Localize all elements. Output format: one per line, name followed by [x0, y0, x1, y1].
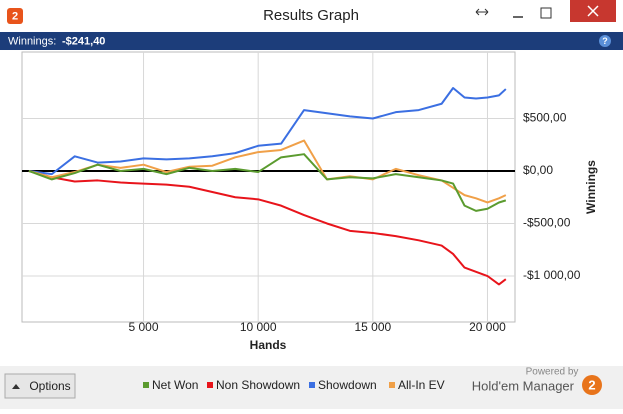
legend: Net Won Non Showdown Showdown All-In EV	[143, 378, 445, 392]
app-icon	[7, 8, 23, 24]
x-tick-label: 20 000	[469, 320, 506, 334]
window-title: Results Graph	[263, 7, 359, 24]
x-axis-title: Hands	[250, 338, 287, 352]
brand-logo	[582, 375, 602, 395]
help-icon[interactable]	[599, 35, 611, 47]
y-tick-label: -$1 000,00	[523, 268, 581, 282]
plot-area	[21, 51, 516, 323]
resize-button[interactable]	[475, 8, 489, 16]
series-line	[28, 87, 507, 176]
x-tick-label: 5 000	[129, 320, 159, 334]
help-text: ?	[602, 36, 608, 46]
y-tick-label: $500,00	[523, 111, 567, 125]
header-value: -$241,40	[62, 35, 105, 47]
header-label: Winnings:	[8, 35, 56, 47]
series-line	[28, 170, 507, 286]
brand-logo-text: 2	[588, 377, 595, 392]
x-tick-label: 10 000	[240, 320, 277, 334]
y-axis-title: Winnings	[584, 160, 598, 214]
powered-by: Powered by	[526, 367, 579, 378]
app-icon-text: 2	[12, 10, 18, 22]
options-button[interactable]	[4, 373, 76, 399]
legend-swatch	[207, 382, 213, 388]
title-bar	[0, 0, 623, 32]
y-tick-label: $0,00	[523, 163, 553, 177]
legend-label: Non Showdown	[216, 378, 300, 392]
legend-swatch	[389, 382, 395, 388]
options-label: Options	[29, 379, 70, 393]
legend-label: Net Won	[152, 378, 198, 392]
brand: Hold'em Manager	[472, 378, 575, 393]
legend-swatch	[309, 382, 315, 388]
plot: $500,00 $0,00 -$500,00 -$1 000,00 5 000 10 00…	[21, 51, 581, 334]
close-button[interactable]	[570, 0, 616, 22]
x-tick-label: 15 000	[354, 320, 391, 334]
legend-label: Showdown	[318, 378, 377, 392]
maximize-button[interactable]	[540, 7, 552, 19]
legend-swatch	[143, 382, 149, 388]
y-tick-label: -$500,00	[523, 216, 571, 230]
legend-label: All-In EV	[398, 378, 445, 392]
header-bar	[0, 32, 623, 50]
series-line	[28, 139, 507, 204]
series-line	[28, 153, 507, 212]
